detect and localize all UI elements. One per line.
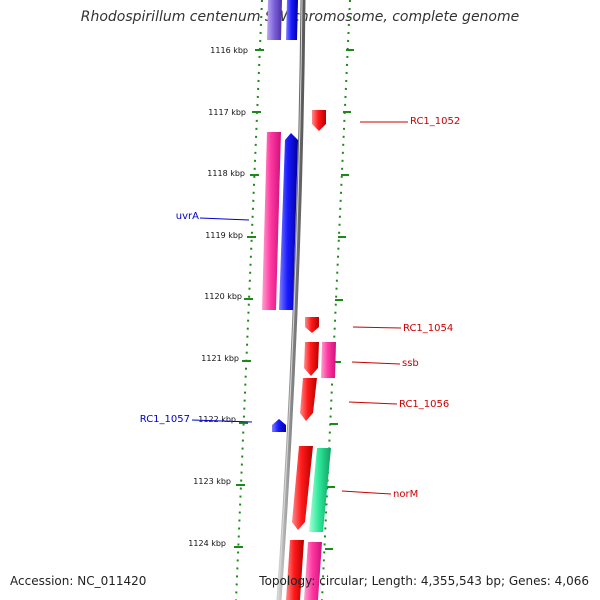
gene-norm[interactable]: norM (292, 446, 418, 532)
ruler-tick-1117: 1117 kbp (208, 108, 261, 117)
chromosome-backbone-highlight (277, 0, 303, 600)
ruler-label-1124: 1124 kbp (188, 539, 226, 548)
chart-title: Rhodospirillum centenum SW chromosome, c… (80, 9, 520, 25)
length-value: 4,355,543 bp (420, 574, 501, 588)
topology-value: circular (319, 574, 364, 588)
ruler-label-1118: 1118 kbp (207, 169, 245, 178)
gene-rc1-1056[interactable]: RC1_1056 (300, 378, 449, 421)
gene-label-rc1-1054: RC1_1054 (403, 323, 453, 334)
gene-rc1-1057[interactable]: RC1_1057 (140, 414, 286, 432)
gene-label-rc1-1056: RC1_1056 (399, 399, 449, 410)
ruler-tick-1123: 1123 kbp (193, 477, 245, 486)
gene-partial-pink-bottom[interactable] (304, 542, 322, 600)
gene-label-ssb: ssb (402, 358, 419, 369)
accession-info: Accession: NC_011420 (10, 574, 146, 588)
gene-partial-red-bottom[interactable] (286, 540, 304, 600)
ruler-label-1120: 1120 kbp (204, 292, 242, 301)
genes-value: 4,066 (554, 574, 589, 588)
ruler-label-1116: 1116 kbp (210, 46, 248, 55)
gene-label-rc1-1057: RC1_1057 (140, 414, 190, 425)
genome-summary: Topology: circular; Length: 4,355,543 bp… (259, 574, 589, 588)
ruler-tick-1118: 1118 kbp (207, 169, 259, 178)
ruler-tick-1121: 1121 kbp (201, 354, 251, 363)
gene-partial-blue[interactable] (286, 0, 298, 40)
ruler-tick-1124: 1124 kbp (188, 539, 243, 548)
ruler-tick-1122: 1122 kbp (198, 415, 248, 424)
length-label: Length: (371, 574, 418, 588)
genes-label: Genes: (508, 574, 551, 588)
topology-label: Topology: (259, 574, 316, 588)
gene-rc1-1052[interactable]: RC1_1052 (312, 110, 460, 131)
right-track-ticks (325, 49, 354, 550)
accession-value: NC_011420 (77, 574, 147, 588)
gene-partial-purple[interactable] (267, 0, 282, 40)
gene-label-uvra: uvrA (176, 211, 199, 222)
ruler-label-1117: 1117 kbp (208, 108, 246, 117)
ruler-tick-1119: 1119 kbp (205, 231, 256, 240)
gene-ssb[interactable]: ssb (304, 342, 419, 378)
accession-label: Accession: (10, 574, 74, 588)
gene-rc1-1054[interactable]: RC1_1054 (305, 317, 453, 334)
ruler-label-1121: 1121 kbp (201, 354, 239, 363)
gene-label-norm: norM (393, 489, 418, 500)
ruler-tick-1120: 1120 kbp (204, 292, 253, 301)
chromosome-backbone (276, 0, 306, 600)
gene-uvra[interactable]: uvrA (176, 132, 298, 310)
ruler-label-1123: 1123 kbp (193, 477, 231, 486)
ruler-tick-1116: 1116 kbp (210, 46, 264, 55)
ruler-label-1122: 1122 kbp (198, 415, 236, 424)
gene-label-rc1-1052: RC1_1052 (410, 116, 460, 127)
ruler-label-1119: 1119 kbp (205, 231, 243, 240)
